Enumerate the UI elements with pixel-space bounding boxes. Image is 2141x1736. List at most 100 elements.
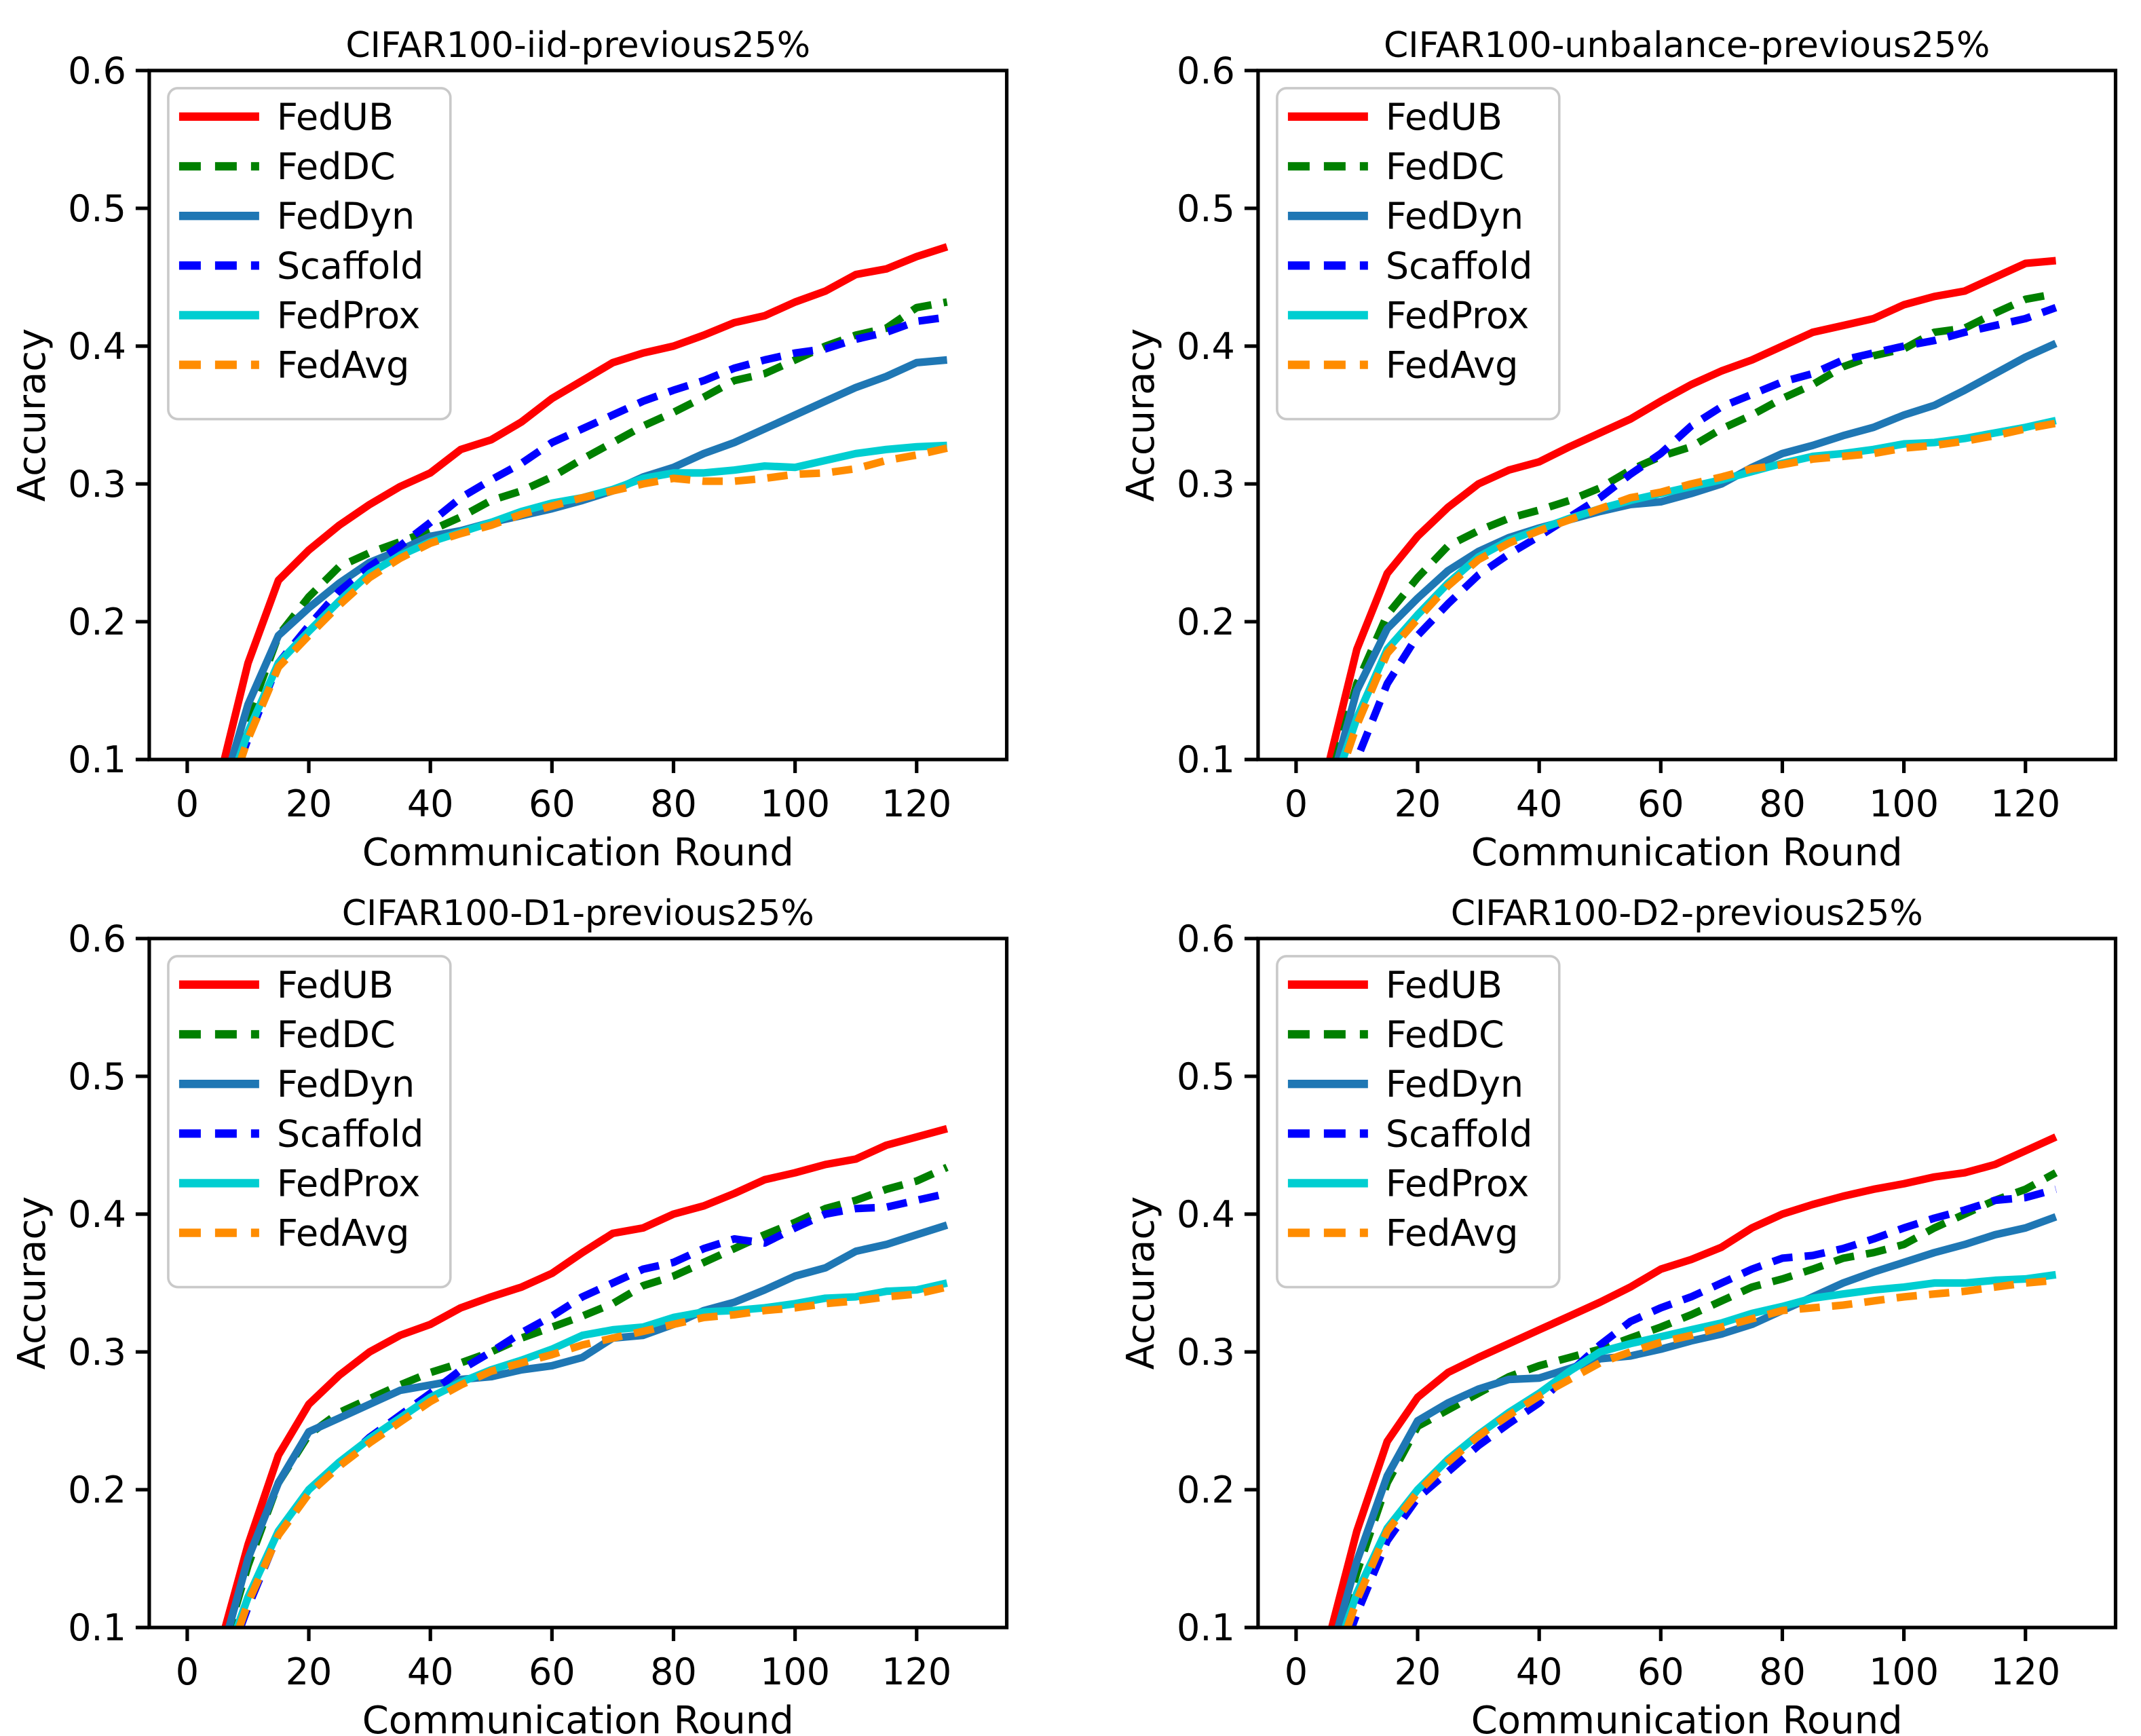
x-tick-label: 60	[529, 782, 575, 825]
plot-frame	[147, 69, 1009, 761]
series-line-scaffold	[1347, 1186, 2057, 1628]
legend-item-feddc: FedDC	[1287, 1013, 1504, 1056]
plot-frame	[147, 937, 1009, 1629]
x-tick-label: 80	[650, 782, 697, 825]
series-line-feddyn	[225, 1221, 949, 1628]
y-tick-label: 0.4	[68, 325, 126, 368]
x-tick-label: 0	[1284, 1650, 1307, 1693]
y-tick-label: 0.5	[68, 187, 126, 230]
series-line-scaffold	[1352, 303, 2057, 760]
series-line-fedub	[221, 1125, 949, 1628]
legend-label-fedub: FedUB	[1385, 96, 1502, 138]
x-tick-label: 60	[529, 1650, 575, 1693]
series-line-scaffold	[236, 313, 948, 760]
legend-box	[1275, 955, 1561, 1289]
chart-background	[0, 0, 1071, 868]
chart-cifar100-d1: 0 20 40 60 80 100 120 0.1 0.2 0.3 0.4 0.5 0.6 CIFAR10…	[0, 868, 1071, 1736]
legend-item-fedprox: FedProx	[1287, 294, 1529, 337]
legend-label-feddyn: FedDyn	[277, 1063, 415, 1106]
x-tick-label: 20	[286, 782, 333, 825]
legend-item-fedub: FedUB	[178, 964, 394, 1006]
y-tick-label: 0.4	[1177, 1193, 1235, 1236]
y-tick-label: 0.2	[68, 601, 126, 643]
y-tick-label: 0.6	[1177, 918, 1235, 960]
plot-area	[1327, 1133, 2058, 1628]
x-tick-label: 100	[1869, 1650, 1939, 1693]
y-tick-label: 0.1	[68, 738, 126, 781]
legend-box	[167, 87, 452, 421]
chart-title: CIFAR100-iid-previous25%	[345, 25, 810, 66]
x-tick-label: 40	[1515, 782, 1562, 825]
x-tick-label: 40	[1515, 1650, 1562, 1693]
legend-label-fedprox: FedProx	[277, 1162, 421, 1205]
series-line-fedavg	[1340, 419, 2057, 760]
axis-ticks: 0 20 40 60 80 100 120 0.1 0.2 0.3 0.4 0.5 0.6	[1177, 918, 2060, 1693]
axis-ticks: 0 20 40 60 80 100 120 0.1 0.2 0.3 0.4 0.5 0.6	[68, 50, 951, 825]
legend-label-fedavg: FedAvg	[1385, 1212, 1518, 1255]
series-line-scaffold	[236, 1190, 948, 1628]
legend-item-feddc: FedDC	[1287, 145, 1504, 188]
chart-cell-d1: 0 20 40 60 80 100 120 0.1 0.2 0.3 0.4 0.5 0.6 CIFAR10…	[0, 868, 1071, 1736]
legend-item-fedavg: FedAvg	[1287, 1212, 1518, 1255]
x-tick-label: 120	[882, 782, 951, 825]
legend-item-feddyn: FedDyn	[178, 195, 415, 238]
legend-item-scaffold: Scaffold	[1287, 244, 1532, 287]
x-tick-label: 20	[1394, 782, 1441, 825]
y-tick-label: 0.3	[1177, 1331, 1235, 1374]
y-tick-label: 0.2	[1177, 1469, 1235, 1511]
y-tick-label: 0.4	[68, 1193, 126, 1236]
y-axis-label: Accuracy	[1118, 1196, 1162, 1370]
legend: FedUB FedDC FedDyn Scaffold FedProx FedAvg	[1275, 955, 1561, 1289]
legend-label-fedprox: FedProx	[1385, 1162, 1529, 1205]
legend-label-fedub: FedUB	[277, 96, 394, 138]
legend-item-fedprox: FedProx	[1287, 1162, 1529, 1205]
y-tick-label: 0.5	[1177, 187, 1235, 230]
legend-item-scaffold: Scaffold	[178, 1112, 423, 1155]
x-tick-label: 80	[1759, 782, 1806, 825]
x-tick-label: 20	[286, 1650, 333, 1693]
x-tick-label: 0	[176, 1650, 199, 1693]
legend: FedUB FedDC FedDyn Scaffold FedProx FedAvg	[167, 955, 452, 1289]
y-tick-label: 0.3	[68, 463, 126, 506]
x-tick-label: 100	[1869, 782, 1939, 825]
legend-label-fedavg: FedAvg	[277, 344, 410, 387]
x-tick-label: 40	[407, 782, 454, 825]
legend-label-feddc: FedDC	[277, 145, 396, 188]
legend-label-feddc: FedDC	[1385, 145, 1504, 188]
chart-title: CIFAR100-unbalance-previous25%	[1383, 25, 1989, 66]
plot-frame	[1255, 937, 2117, 1629]
legend-item-fedavg: FedAvg	[1287, 344, 1518, 387]
legend-label-feddyn: FedDyn	[1385, 1063, 1523, 1106]
plot-area	[220, 243, 949, 760]
legend-label-scaffold: Scaffold	[277, 244, 424, 287]
chart-title: CIFAR100-D1-previous25%	[342, 893, 814, 934]
x-tick-label: 120	[1990, 782, 2060, 825]
legend-label-fedavg: FedAvg	[1385, 344, 1518, 387]
y-tick-label: 0.3	[1177, 463, 1235, 506]
y-tick-label: 0.1	[1177, 738, 1235, 781]
legend-item-fedprox: FedProx	[178, 294, 421, 337]
legend-label-fedprox: FedProx	[1385, 294, 1529, 337]
legend-label-fedavg: FedAvg	[277, 1212, 410, 1255]
series-line-fedub	[1327, 1133, 2058, 1628]
legend-label-feddyn: FedDyn	[277, 195, 415, 238]
legend-box	[1275, 87, 1561, 421]
legend: FedUB FedDC FedDyn Scaffold FedProx FedAvg	[1275, 87, 1561, 421]
y-tick-label: 0.6	[1177, 50, 1235, 92]
x-tick-label: 60	[1637, 1650, 1684, 1693]
x-tick-label: 80	[1759, 1650, 1806, 1693]
chart-cifar100-iid: 0 20 40 60 80 100 120 0.1 0.2 0.3 0.4 0.5 0.6 CIFAR10…	[0, 0, 1071, 868]
legend-label-scaffold: Scaffold	[1385, 244, 1532, 287]
x-tick-label: 100	[760, 782, 830, 825]
legend-item-feddc: FedDC	[178, 1013, 396, 1056]
legend-label-scaffold: Scaffold	[1385, 1112, 1532, 1155]
x-axis-label: Communication Round	[1471, 1699, 1902, 1736]
y-axis-label: Accuracy	[10, 328, 54, 502]
y-tick-label: 0.5	[68, 1055, 126, 1098]
x-axis-label: Communication Round	[1471, 831, 1902, 868]
legend-label-fedprox: FedProx	[277, 294, 421, 337]
legend-item-fedub: FedUB	[1287, 96, 1502, 138]
y-tick-label: 0.3	[68, 1331, 126, 1374]
y-tick-label: 0.2	[68, 1469, 126, 1511]
